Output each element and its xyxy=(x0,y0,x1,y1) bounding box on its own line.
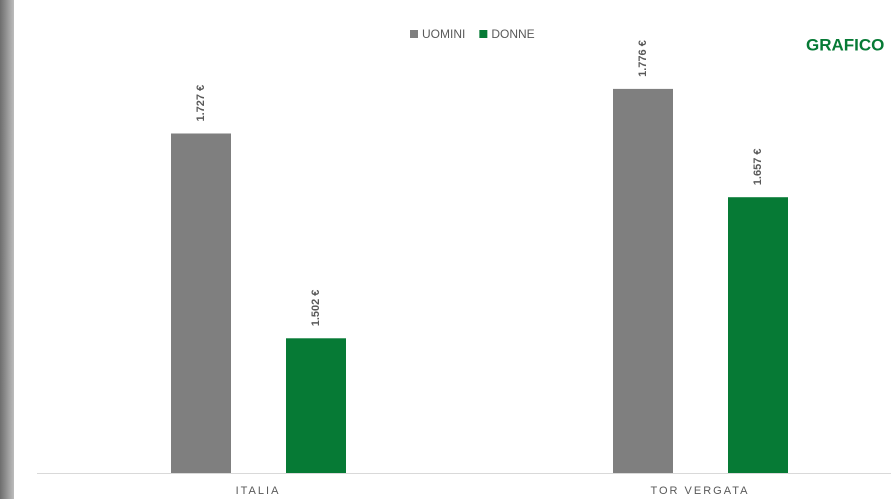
bar xyxy=(286,338,346,473)
value-label: 1.502 € xyxy=(310,290,322,327)
bar xyxy=(171,133,231,473)
value-label: 1.727 € xyxy=(195,85,207,122)
legend-label: DONNE xyxy=(491,27,534,41)
legend-swatch xyxy=(479,30,488,38)
legend-swatch xyxy=(410,30,418,38)
value-label: 1.776 € xyxy=(637,40,649,77)
bar xyxy=(613,88,673,474)
value-label: 1.657 € xyxy=(752,149,764,186)
bar xyxy=(728,197,788,473)
x-tick-label: TOR VERGATA xyxy=(650,485,749,497)
annotation: GRAFICO xyxy=(806,35,884,54)
side-strip xyxy=(0,0,14,499)
legend-label: UOMINI xyxy=(422,27,465,41)
x-tick-label: ITALIA xyxy=(236,485,281,497)
